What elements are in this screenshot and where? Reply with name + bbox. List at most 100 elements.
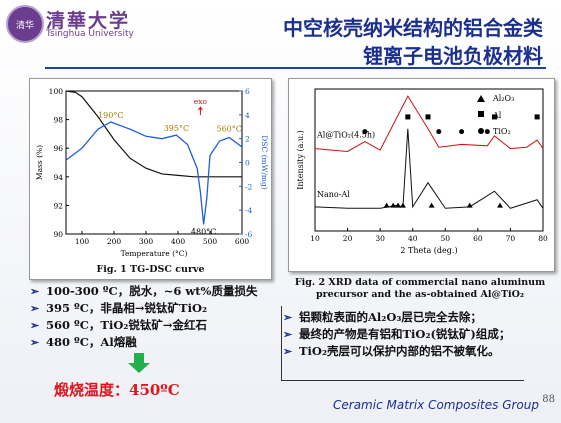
- university-seal-logo: 清华: [6, 5, 44, 43]
- y-tick-label: 94: [53, 173, 63, 182]
- legend-item: TiO₂: [493, 127, 511, 136]
- x-tick-label: 70: [506, 234, 516, 243]
- al-peak-marker-icon: [425, 114, 431, 120]
- x-tick-label: 20: [343, 234, 353, 243]
- peak-label-480: 480°C: [191, 227, 216, 236]
- dsc-curve: [65, 121, 243, 225]
- slide-title-line2: 锂离子电池负极材料: [363, 44, 543, 68]
- list-item: ➢ TiO₂壳层可以保护内部的铝不被氧化。: [283, 344, 500, 358]
- list-item: ➢ 560 ºC，TiO₂锐钛矿→金红石: [30, 318, 208, 332]
- al2o3-marker-icon: [477, 95, 485, 102]
- x-tick-label: 30: [375, 234, 385, 243]
- x-axis-label: 2 Theta (deg.): [400, 246, 457, 255]
- fig2-caption-line1: Fig. 2 XRD data of commercial nano alumi…: [294, 277, 546, 288]
- x-tick-label: 100: [75, 237, 90, 246]
- plot-frame: [65, 90, 243, 235]
- exo-label: exo: [194, 97, 208, 106]
- y2-tick-label: 0: [245, 159, 250, 168]
- page-number: 88: [542, 394, 555, 405]
- y2-tick-label: 4: [245, 111, 250, 120]
- al2o3-peak-marker-icon: [428, 202, 435, 208]
- xrd-curve: [314, 128, 544, 209]
- list-item: ➢ 100-300 ºC，脱水，~6 wt%质量损失: [30, 284, 258, 298]
- al2o3-peak-marker-icon: [390, 202, 397, 208]
- xrd-curve: [314, 95, 544, 152]
- list-item: ➢ 最终的产物是有铝和TiO₂(锐钛矿)组成；: [283, 327, 511, 341]
- series-label: Nano-Al: [317, 190, 350, 199]
- exo-arrow-icon: [197, 106, 203, 116]
- x-axis-label: Temperature (°C): [121, 249, 188, 258]
- list-item: ➢ 395 ºC，非晶相→锐钛矿TiO₂: [30, 301, 208, 315]
- x-tick-label: 80: [538, 234, 548, 243]
- x-tick-label: 500: [203, 237, 218, 246]
- list-item: ➢ 铝颗粒表面的Al₂O₃层已完全去除；: [283, 310, 482, 324]
- title-divider: [45, 67, 546, 69]
- peak-label-560: 560°C: [217, 124, 242, 133]
- arrow-bullet-icon: ➢: [283, 345, 293, 358]
- series-label: Al@TiO₂(4.5h): [316, 130, 375, 139]
- x-tick-label: 60: [473, 234, 483, 243]
- y-tick-label: 98: [53, 116, 63, 125]
- peak-label-190: 190°C: [98, 111, 123, 120]
- tio2-marker-icon: [478, 128, 484, 134]
- fig1-caption: Fig. 1 TG-DSC curve: [96, 264, 205, 275]
- x-tick-label: 40: [408, 234, 418, 243]
- x-tick-label: 300: [139, 237, 154, 246]
- al-peak-marker-icon: [491, 114, 497, 120]
- arrow-bullet-icon: ➢: [283, 328, 293, 341]
- xrd-chart: 10 20 30 40 50 60 70 80 2 Theta (deg.) Intensity …: [296, 88, 548, 255]
- tg-dsc-chart: 100 200 300 400 500 600 90 92 94 96 98 100 -6 -4 -2 0 2 4…: [35, 87, 269, 258]
- x-tick-label: 50: [441, 234, 451, 243]
- slide-title-line1: 中空核壳纳米结构的铝合金类: [283, 16, 543, 40]
- plot-frame: [314, 88, 544, 232]
- y2-tick-label: -4: [245, 206, 253, 215]
- x-tick-label: 400: [171, 237, 186, 246]
- left-bullet-list: ➢ 100-300 ºC，脱水，~6 wt%质量损失 ➢ 395 ºC，非晶相→锐钛…: [30, 283, 257, 351]
- tio2-peak-marker-icon: [484, 129, 490, 135]
- y2-tick-label: -6: [245, 230, 253, 239]
- tio2-peak-marker-icon: [362, 129, 368, 135]
- y2-tick-label: 2: [245, 135, 250, 144]
- tio2-peak-marker-icon: [436, 129, 442, 135]
- x-tick-label: 200: [107, 237, 122, 246]
- arrow-bullet-icon: ➢: [30, 336, 40, 349]
- al2o3-peak-marker-icon: [383, 202, 390, 208]
- al2o3-peak-marker-icon: [497, 202, 504, 208]
- y2-axis-label: DSC (mW/mg): [260, 135, 269, 189]
- y-axis-label: Mass (%): [35, 145, 44, 180]
- arrow-bullet-icon: ➢: [30, 319, 40, 332]
- peak-label-395: 395°C: [164, 124, 189, 133]
- tg-curve: [65, 90, 242, 178]
- down-arrow-icon: [128, 353, 150, 373]
- al2o3-peak-marker-icon: [466, 202, 473, 208]
- arrow-bullet-icon: ➢: [30, 285, 40, 298]
- university-name-cn: 清華大学: [46, 10, 131, 32]
- fig2-caption-line2: precursor and the as-obtained Al@TiO₂: [315, 289, 525, 300]
- right-bullet-list: ➢ 铝颗粒表面的Al₂O₃层已完全去除； ➢ 最终的产物是有铝和TiO₂(锐钛矿)组…: [283, 309, 510, 360]
- arrow-bullet-icon: ➢: [30, 302, 40, 315]
- al2o3-peak-marker-icon: [395, 202, 402, 208]
- y-tick-label: 96: [53, 144, 63, 153]
- xrd-panel: 10 20 30 40 50 60 70 80 2 Theta (deg.) Intensity …: [288, 78, 555, 272]
- university-name-en: Tsinghua University: [46, 29, 134, 39]
- y-tick-label: 92: [53, 201, 63, 210]
- al2o3-peak-marker-icon: [399, 202, 406, 208]
- calcination-temperature: 煅烧温度：450ºC: [54, 381, 180, 399]
- tio2-peak-marker-icon: [459, 129, 465, 135]
- y-tick-label: 90: [53, 230, 63, 239]
- notes-frame: [281, 306, 524, 381]
- arrow-bullet-icon: ➢: [283, 311, 293, 324]
- x-tick-label: 10: [310, 234, 320, 243]
- y2-tick-label: -2: [245, 182, 253, 191]
- al-peak-marker-icon: [405, 114, 411, 120]
- list-item: ➢ 480 ºC，Al熔融: [30, 335, 137, 349]
- al-marker-icon: [478, 111, 484, 117]
- y2-tick-label: 6: [245, 87, 250, 96]
- y-tick-label: 100: [49, 87, 64, 96]
- y-axis-label: Intensity (a.u.): [296, 130, 305, 190]
- tg-dsc-panel: 100 200 300 400 500 600 90 92 94 96 98 100 -6 -4 -2 0 2 4…: [29, 78, 272, 280]
- x-tick-label: 600: [235, 237, 250, 246]
- legend-item: Al₂O₃: [492, 94, 514, 103]
- group-footer: Ceramic Matrix Composites Group: [333, 398, 539, 412]
